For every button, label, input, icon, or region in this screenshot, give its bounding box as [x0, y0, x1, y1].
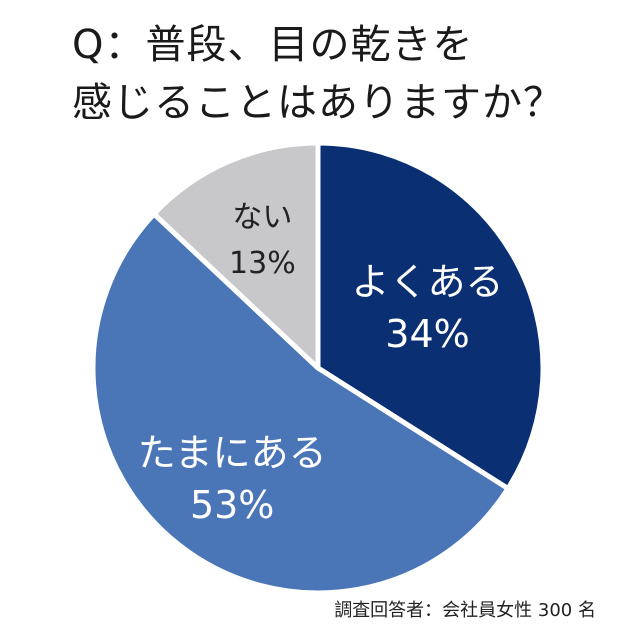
- title-line-1: Q：普段、目の乾きを: [72, 22, 474, 68]
- pie-slice-2: [90, 211, 511, 596]
- slice-category-label-2: たまにある: [138, 431, 327, 475]
- title-line-2: 感じることはありますか？: [72, 80, 564, 126]
- slice-category-label-1: よくある: [352, 260, 504, 304]
- slice-category-label-3: ない: [232, 200, 292, 235]
- survey-footnote: 調査回答者：会社員女性 300 名: [334, 600, 596, 621]
- chart-title: Q：普段、目の乾きを 感じることはありますか？: [72, 16, 632, 132]
- pie-slice-3: [151, 140, 321, 371]
- slice-value-label-3: 13%: [229, 246, 296, 281]
- slice-value-label-1: 34%: [385, 312, 469, 356]
- slice-value-label-2: 53%: [190, 483, 274, 527]
